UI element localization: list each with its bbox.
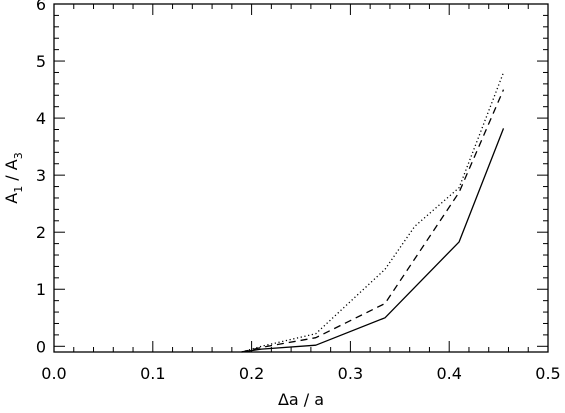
x-tick-labels: 0.0 0.1 0.2 0.3 0.4 0.5: [41, 364, 560, 383]
x-tick-label: 0.2: [239, 364, 264, 383]
x-axis-label: Δa / a: [278, 390, 324, 409]
y-tick-label: 1: [36, 280, 46, 299]
y-tick-label: 0: [36, 337, 46, 356]
y-label-a: A: [2, 193, 21, 204]
y-label-a-sub: 1: [12, 186, 25, 193]
x-tick-label: 0.0: [41, 364, 66, 383]
series-lines: [241, 72, 505, 353]
series-line-solid: [241, 128, 505, 353]
y-tick-label: 6: [36, 0, 46, 14]
y-label-sep: /: [2, 170, 21, 186]
y-label-b: A: [2, 159, 21, 170]
y-tick-label: 5: [36, 52, 46, 71]
series-line-dotted: [241, 72, 505, 353]
x-tick-label: 0.3: [338, 364, 363, 383]
series-line-dashed: [241, 89, 505, 353]
x-tick-label: 0.5: [535, 364, 560, 383]
x-tick-label: 0.4: [436, 364, 461, 383]
y-label-b-sub: 3: [12, 152, 25, 159]
plot-frame: [53, 3, 549, 353]
x-tick-label: 0.1: [140, 364, 165, 383]
y-tick-labels: 0 1 2 3 4 5 6: [36, 0, 46, 356]
y-tick-label: 3: [36, 166, 46, 185]
axis-ticks: [53, 3, 549, 352]
y-tick-label: 2: [36, 223, 46, 242]
y-tick-label: 4: [36, 109, 46, 128]
y-axis-label: A1 / A3: [2, 152, 25, 203]
